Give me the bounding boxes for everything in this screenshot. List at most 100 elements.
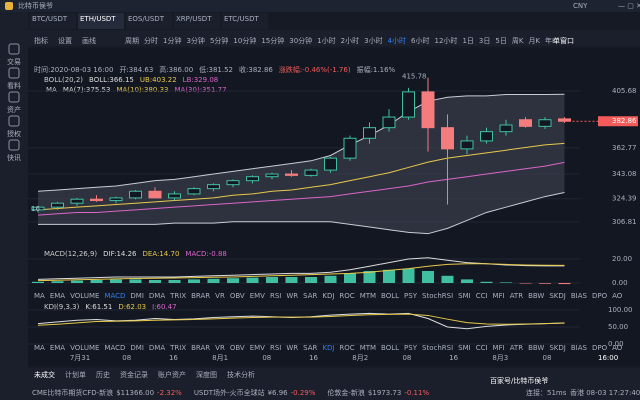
macd-bar <box>207 278 220 283</box>
indicator-tab: MA <box>34 292 45 300</box>
macd-bar <box>305 277 317 283</box>
sidebar-icon[interactable] <box>8 91 20 103</box>
macd-bar <box>110 279 122 283</box>
period-button: 年K <box>545 36 557 45</box>
indicator-tab: VOLUME <box>70 344 99 352</box>
indicator-tab: OBV <box>230 344 245 352</box>
indicator-tab: BBW <box>528 292 544 300</box>
candle-body <box>70 198 84 204</box>
macd-bar <box>480 281 493 283</box>
candle-body <box>207 184 220 190</box>
watermark: 百家号/比特币侯爷 <box>490 376 548 385</box>
candle-body <box>285 173 298 176</box>
indicator-tab: AO <box>612 344 623 352</box>
bottom-tab: 资金记录 <box>120 370 148 379</box>
status-item: CME比特币期货CFD-新浪 <box>32 388 113 397</box>
sidebar-label: 快讯 <box>7 153 21 162</box>
y-tick-label: 0.00 <box>608 340 624 348</box>
sidebar-icon[interactable] <box>8 115 20 127</box>
indicator-tab: SMI <box>458 344 471 352</box>
indicator-tab: DPO <box>592 344 608 352</box>
status-item: $11366.00 <box>116 389 154 397</box>
period-button: 5日 <box>495 37 506 45</box>
macd-bar <box>71 280 83 283</box>
period-button: 5分钟 <box>210 36 228 45</box>
indicator-tab: PSY <box>404 292 418 300</box>
indicator-tab: MFI <box>493 292 505 300</box>
ma-legend: MA(10):380.33 <box>116 86 168 94</box>
tool-button: 指标 <box>34 36 48 45</box>
status-item: ¥6.96 <box>268 389 289 397</box>
macd-legend: DEA:14.70 <box>143 250 180 258</box>
sidebar-icon[interactable] <box>8 67 20 79</box>
x-tick-label: 08 <box>543 354 552 362</box>
indicator-tab: SMI <box>458 292 471 300</box>
macd-bar <box>129 279 142 283</box>
ohlc-info: 低:381.52 <box>199 65 233 74</box>
candle-body <box>324 157 337 171</box>
macd-bar <box>168 280 181 283</box>
indicator-tab: StochRSI <box>422 292 453 300</box>
status-item: $1973.73 <box>368 389 401 397</box>
macd-bar <box>149 280 161 283</box>
indicator-tab: ROC <box>339 292 354 300</box>
connection: 连接：51ms <box>526 388 567 397</box>
indicator-tab: MACD <box>104 292 125 300</box>
kdj-legend: K:61.51 <box>85 303 112 311</box>
high-label: 415.78 <box>402 73 427 81</box>
dea-line <box>37 263 565 282</box>
period-button: 3分钟 <box>186 36 204 45</box>
indicator-tab: SAR <box>303 344 317 352</box>
window-buttons[interactable]: — ▢ ✕ <box>618 2 640 10</box>
macd-legend: MACD(12,26,9) <box>44 250 97 258</box>
x-tick-label: 16 <box>449 354 458 362</box>
y-tick-label: 0.00 <box>612 279 628 287</box>
y-tick-label: 362.77 <box>612 144 637 152</box>
ohlc-info: 时间:2020-08-03 16:00 <box>34 65 113 74</box>
indicator-tab: DMA <box>149 344 165 352</box>
y-tick-label: 100.00 <box>608 306 633 314</box>
ticker-tab[interactable] <box>30 13 76 29</box>
low-label: 16 <box>31 205 40 213</box>
candle-body <box>343 137 357 159</box>
x-tick-label: 7月31 <box>70 354 90 362</box>
ticker-tab[interactable] <box>222 13 268 29</box>
currency[interactable]: CNY <box>573 2 588 10</box>
macd-legend: MACD:-0.88 <box>185 250 226 258</box>
period-button: 分时 <box>144 36 158 45</box>
sidebar-icon[interactable] <box>8 139 20 151</box>
candle-body <box>129 190 142 199</box>
macd-bar <box>324 275 337 283</box>
sidebar-icon[interactable] <box>8 43 20 55</box>
indicator-tab: VOLUME <box>70 292 99 300</box>
macd-bar <box>246 277 259 283</box>
y-tick-label: 405.68 <box>612 87 637 95</box>
bottom-panel <box>28 368 640 400</box>
candle-body <box>441 127 454 150</box>
x-tick-label: 8月1 <box>212 354 228 362</box>
candle-body <box>460 140 474 150</box>
ticker-tab[interactable] <box>78 13 124 29</box>
boll-legend: BOLL:366.15 <box>89 76 134 84</box>
indicator-tab: OBV <box>230 292 245 300</box>
candle-body <box>226 180 240 186</box>
ohlc-info: 涨跌幅:-0.46%(-1.76) <box>279 65 351 74</box>
period-button: 1日 <box>462 37 473 45</box>
window-mode[interactable]: 单窗口 <box>553 36 574 45</box>
candle-body <box>265 173 279 178</box>
indicator-tab: EMV <box>250 344 265 352</box>
candle-body <box>31 206 45 211</box>
x-tick-label: 16 <box>309 354 318 362</box>
last-price: 382.86 <box>612 117 637 125</box>
ticker-tab[interactable] <box>174 13 220 29</box>
period-button: 2小时 <box>341 36 359 45</box>
ticker-tab[interactable] <box>126 13 172 29</box>
candle-body <box>499 124 513 133</box>
period-button: 15分钟 <box>261 36 284 45</box>
bottom-tab: 历史 <box>96 370 110 379</box>
macd-bar <box>32 281 44 283</box>
status-item: -0.11% <box>404 389 429 397</box>
bottom-tab: 计划单 <box>65 370 86 379</box>
indicator-tab: EMA <box>50 344 65 352</box>
indicator-tab: RSI <box>270 344 281 352</box>
